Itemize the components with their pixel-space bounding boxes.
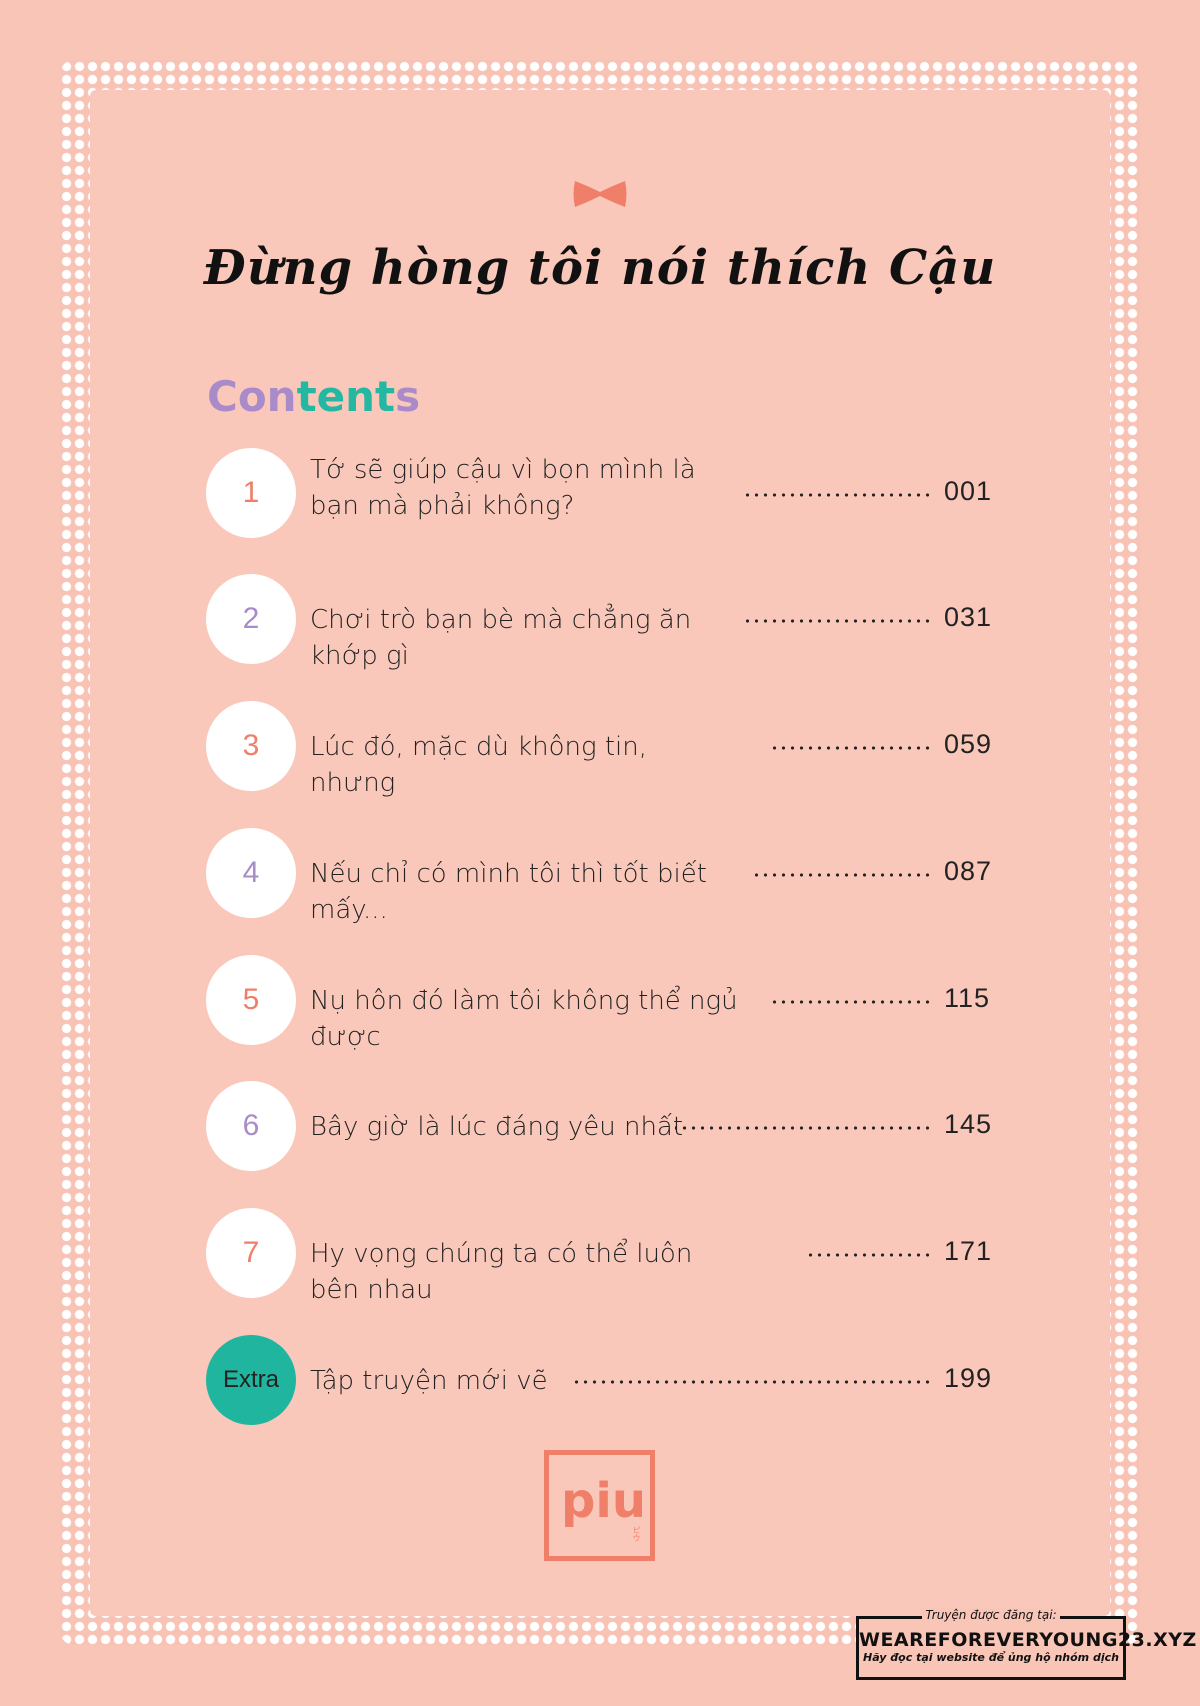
chapter-number-badge: 2 [206,574,296,664]
chapter-title: Nụ hôn đó làm tôi không thể ngủ được [310,986,738,1052]
dot-leader [805,1252,932,1258]
toc-row[interactable]: 6 Bây giờ là lúc đáng yêu nhất 145 [0,1081,1200,1173]
chapter-number-badge: 7 [206,1208,296,1298]
contents-heading-part: Con [207,372,297,421]
watermark-box: Truyện được đăng tại: WEAREFOREVERYOUNG2… [856,1608,1197,1680]
page-number: 087 [944,856,993,886]
logo-wordmark: piu [561,1473,646,1529]
chapter-title: Tớ sẽ giúp cậu vì bọn mình là bạn mà phả… [310,455,696,521]
page-number: 115 [944,983,991,1013]
book-title: Đừng hòng tôi nói thích Cậu [203,240,997,296]
dot-leader [740,492,932,498]
page-number: 031 [944,602,993,632]
dot-leader [749,872,932,878]
bow-icon [573,181,627,207]
page-number: 145 [944,1109,993,1139]
dot-leader [740,618,932,624]
dot-leader [773,745,932,751]
publisher-logo: piu ピウ [544,1450,655,1561]
page-number: 059 [944,729,993,759]
chapter-title: Bây giờ là lúc đáng yêu nhất [310,1112,684,1142]
contents-heading-part: tent [296,372,396,421]
chapter-title: Hy vọng chúng ta có thể luôn bên nhau [310,1239,693,1305]
chapter-title: Nếu chỉ có mình tôi thì tốt biết mấy... [310,859,707,925]
toc-row[interactable]: 1 Tớ sẽ giúp cậu vì bọn mình là bạn mà p… [0,448,1200,540]
chapter-number-badge: 1 [206,448,296,538]
chapter-title: Tập truyện mới vẽ [310,1366,548,1396]
logo-subtext: ピウ [632,1526,641,1542]
page-number: 199 [944,1363,993,1393]
watermark-top: Truyện được đăng tại: [922,1608,1060,1622]
chapter-title: Lúc đó, mặc dù không tin, nhưng [310,732,648,798]
chapter-number-badge: 4 [206,828,296,918]
watermark-site: WEAREFOREVERYOUNG23.XYZ [859,1629,1197,1651]
toc-row[interactable]: 2 Chơi trò bạn bè mà chẳng ăn khớp gì 03… [0,574,1200,671]
chapter-number-badge: 6 [206,1081,296,1171]
dot-leader [675,1125,932,1131]
dot-leader [575,1379,932,1385]
toc-row[interactable]: 7 Hy vọng chúng ta có thể luôn bên nhau … [0,1208,1200,1305]
toc-row[interactable]: 3 Lúc đó, mặc dù không tin, nhưng 059 [0,701,1200,798]
chapter-number-badge: 3 [206,701,296,791]
chapter-number-badge: Extra [206,1335,296,1425]
watermark-sub: Hãy đọc tại website để ủng hộ nhóm dịch [863,1651,1119,1664]
toc-row[interactable]: Extra Tập truyện mới vẽ 199 [0,1335,1200,1427]
page-number: 171 [944,1236,993,1266]
chapter-number-badge: 5 [206,955,296,1045]
contents-heading: Contents [207,372,420,421]
contents-heading-part: s [395,372,421,421]
dot-leader [773,999,932,1005]
toc-row[interactable]: 5 Nụ hôn đó làm tôi không thể ngủ được 1… [0,955,1200,1052]
page-number: 001 [944,476,993,506]
toc-row[interactable]: 4 Nếu chỉ có mình tôi thì tốt biết mấy..… [0,828,1200,925]
chapter-title: Chơi trò bạn bè mà chẳng ăn khớp gì [310,605,692,671]
